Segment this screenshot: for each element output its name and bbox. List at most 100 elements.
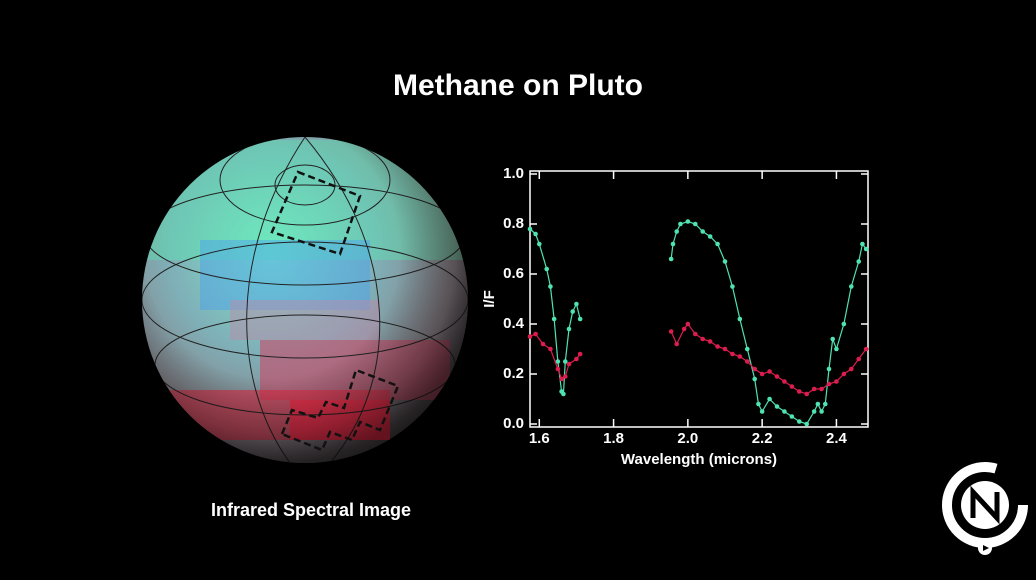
data-point: [685, 219, 691, 224]
series-line: [529, 220, 867, 425]
data-point: [819, 386, 824, 392]
data-point: [692, 331, 698, 337]
data-point: [685, 321, 691, 327]
data-point: [678, 221, 683, 227]
data-point: [722, 259, 728, 264]
data-point: [752, 366, 758, 372]
data-point: [722, 346, 728, 352]
data-point: [574, 301, 579, 307]
data-point: [670, 241, 676, 247]
data-point: [767, 396, 772, 402]
data-point: [681, 326, 687, 332]
x-axis-label: Wavelength (microns): [621, 451, 777, 468]
title: Methane on Pluto: [393, 69, 643, 102]
plot-frame: [529, 170, 869, 428]
data-point: [737, 316, 743, 322]
y-tick-label: 0.8: [503, 215, 524, 232]
data-point: [856, 259, 862, 264]
data-point: [730, 284, 735, 289]
data-point: [707, 339, 713, 344]
data-point: [811, 386, 817, 392]
data-point: [674, 341, 680, 347]
data-point: [559, 376, 564, 382]
data-point: [574, 356, 579, 362]
x-tick-label: 2.0: [677, 430, 698, 447]
data-point: [577, 351, 583, 357]
logo: [942, 462, 1028, 555]
data-point: [737, 354, 743, 359]
data-point: [819, 409, 824, 414]
data-point: [834, 379, 839, 384]
data-point: [674, 229, 680, 234]
data-point: [848, 284, 854, 289]
data-point: [700, 336, 706, 342]
data-point: [570, 309, 576, 314]
data-point: [555, 366, 561, 372]
image-caption: Infrared Spectral Image: [211, 500, 411, 520]
data-point: [826, 381, 832, 387]
data-point: [834, 346, 839, 352]
data-point: [774, 404, 780, 409]
data-point: [752, 376, 758, 382]
data-point: [692, 221, 698, 227]
data-point: [767, 369, 772, 374]
data-point: [536, 241, 542, 247]
planet-image: [142, 137, 468, 463]
data-point: [863, 346, 869, 352]
data-point: [804, 421, 810, 427]
y-tick-label: 0.4: [503, 315, 525, 332]
data-point: [555, 359, 561, 364]
data-point: [830, 336, 836, 342]
data-point: [668, 329, 674, 334]
data-point: [841, 371, 847, 377]
data-point: [863, 246, 869, 252]
data-point: [789, 414, 795, 419]
data-point: [822, 401, 828, 407]
data-point: [759, 409, 765, 414]
data-point: [527, 334, 533, 339]
spectrum-chart: 0.0 0.2 0.4 0.6 0.8 1.0 1.6 1.8 2.0 2.2 2.4 Wavelen…: [481, 165, 869, 468]
data-point: [774, 374, 780, 379]
data-point: [789, 384, 795, 389]
data-point: [544, 266, 550, 272]
y-tick-label: 1.0: [503, 165, 524, 182]
y-tick-label: 0.2: [503, 365, 524, 382]
data-point: [756, 401, 761, 407]
data-point: [668, 256, 674, 262]
data-point: [744, 359, 750, 364]
data-point: [841, 321, 847, 327]
data-point: [540, 341, 546, 347]
data-point: [548, 346, 553, 352]
data-point: [715, 344, 720, 349]
data-point: [848, 366, 854, 372]
data-point: [759, 371, 765, 377]
data-point: [815, 401, 821, 407]
y-tick-label: 0.0: [503, 415, 524, 432]
data-point: [577, 316, 583, 322]
data-point: [533, 331, 538, 337]
data-point: [811, 409, 817, 414]
data-point: [856, 356, 862, 362]
data-point: [548, 284, 553, 289]
data-point: [744, 346, 750, 352]
data-point: [562, 359, 568, 364]
y-axis-label: I/F: [481, 290, 498, 308]
x-tick-label: 2.4: [826, 430, 848, 447]
data-point: [782, 409, 787, 414]
data-point: [804, 391, 810, 397]
data-point: [700, 229, 706, 234]
data-point: [826, 366, 832, 372]
data-point: [527, 226, 533, 232]
data-point: [566, 326, 572, 332]
x-tick-label: 1.6: [529, 430, 550, 447]
x-tick-label: 1.8: [603, 430, 624, 447]
data-point: [782, 379, 787, 384]
data-point: [860, 241, 865, 247]
data-point: [707, 234, 713, 239]
data-point: [730, 351, 735, 357]
data-point: [796, 419, 802, 424]
data-point: [715, 241, 720, 247]
data-point: [561, 391, 566, 397]
data-point: [533, 231, 538, 237]
